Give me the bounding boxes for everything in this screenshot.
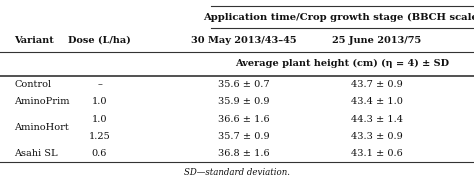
Text: SD—standard deviation.: SD—standard deviation. [184,168,290,177]
Text: 36.8 ± 1.6: 36.8 ± 1.6 [219,149,270,158]
Text: 43.1 ± 0.6: 43.1 ± 0.6 [351,149,403,158]
Text: Application time/Crop growth stage (BBCH scale): Application time/Crop growth stage (BBCH… [202,13,474,21]
Text: 35.7 ± 0.9: 35.7 ± 0.9 [219,132,270,141]
Text: 35.9 ± 0.9: 35.9 ± 0.9 [219,97,270,106]
Text: Control: Control [14,80,51,89]
Text: 43.4 ± 1.0: 43.4 ± 1.0 [351,97,403,106]
Text: 43.7 ± 0.9: 43.7 ± 0.9 [351,80,403,89]
Text: Dose (L/ha): Dose (L/ha) [68,36,131,45]
Text: 35.6 ± 0.7: 35.6 ± 0.7 [219,80,270,89]
Text: 0.6: 0.6 [92,149,107,158]
Text: 36.6 ± 1.6: 36.6 ± 1.6 [219,115,270,124]
Text: 1.0: 1.0 [92,115,107,124]
Text: 43.3 ± 0.9: 43.3 ± 0.9 [351,132,403,141]
Text: –: – [97,80,102,89]
Text: Asahi SL: Asahi SL [14,149,58,158]
Text: Average plant height (cm) (η = 4) ± SD: Average plant height (cm) (η = 4) ± SD [236,59,449,68]
Text: Variant: Variant [14,36,54,45]
Text: 30 May 2013/43–45: 30 May 2013/43–45 [191,36,297,45]
Text: 44.3 ± 1.4: 44.3 ± 1.4 [351,115,403,124]
Text: AminoPrim: AminoPrim [14,97,70,106]
Text: AminoHort: AminoHort [14,123,69,132]
Text: 1.25: 1.25 [89,132,110,141]
Text: 25 June 2013/75: 25 June 2013/75 [332,36,421,45]
Text: 1.0: 1.0 [92,97,107,106]
